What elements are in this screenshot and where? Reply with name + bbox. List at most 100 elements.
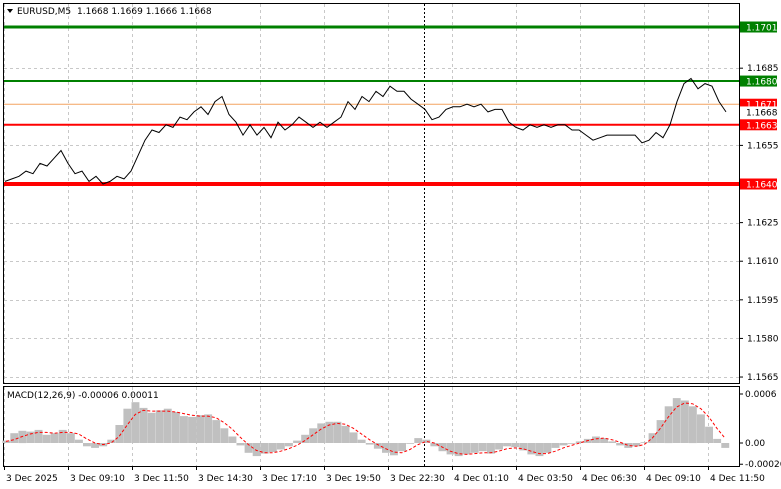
macd-bar xyxy=(212,420,221,443)
macd-bar xyxy=(180,416,188,443)
macd-bar xyxy=(697,414,705,443)
time-tick-label: 4 Dec 06:30 xyxy=(582,474,637,484)
price-axis: 1.1685 1.1655 1.1625 1.1610 1.1595 1.1580 1.15… xyxy=(739,64,779,383)
macd-bar xyxy=(592,436,600,443)
macd-bar xyxy=(115,425,124,443)
macd-bar xyxy=(107,439,116,443)
macd-bar xyxy=(188,416,196,443)
macd-bar xyxy=(268,443,277,452)
macd-bar xyxy=(478,443,487,452)
macd-bar xyxy=(341,425,350,443)
macd-bar xyxy=(624,443,633,448)
macd-bar xyxy=(171,412,180,443)
macd-bar xyxy=(10,433,19,443)
macd-bar xyxy=(204,414,213,443)
macd-bar xyxy=(430,443,439,447)
macd-bar xyxy=(155,410,164,443)
macd-bar xyxy=(495,443,503,450)
macd-tick-label: 0.0006 xyxy=(745,390,777,400)
macd-bar xyxy=(632,443,641,447)
time-tick-label: 3 Dec 17:10 xyxy=(262,474,317,484)
price-tick-label: 1.1565 xyxy=(747,373,779,383)
main-grid xyxy=(4,4,739,383)
macd-bar xyxy=(406,443,415,444)
symbol-dropdown-icon[interactable] xyxy=(7,9,13,13)
macd-bar xyxy=(616,443,625,446)
time-tick-label: 3 Dec 2025 xyxy=(6,474,58,484)
ohlc-values: 1.1668 1.1669 1.1666 1.1668 xyxy=(77,7,212,17)
macd-bar xyxy=(50,433,59,443)
macd-tick-label: -0.00026 xyxy=(745,460,781,470)
price-tag-1.1663: 1.1663 xyxy=(746,121,778,131)
macd-bar xyxy=(535,443,544,457)
macd-bar xyxy=(252,443,261,457)
macd-bar xyxy=(559,443,568,446)
macd-bar xyxy=(301,434,310,443)
macd-bar xyxy=(42,434,51,443)
macd-bar xyxy=(147,412,156,443)
macd-bar xyxy=(511,443,520,448)
price-tag-bg xyxy=(740,106,777,118)
price-series xyxy=(4,77,727,185)
macd-tick-label: 0.00 xyxy=(745,439,765,449)
macd-bar xyxy=(244,443,253,453)
time-tick-label: 4 Dec 03:50 xyxy=(518,474,573,484)
price-tick-label: 1.1655 xyxy=(747,141,779,151)
macd-bar xyxy=(446,443,455,455)
macd-bar xyxy=(34,429,43,443)
price-tag-bg xyxy=(740,75,777,87)
macd-bar xyxy=(123,408,132,443)
macd-bar xyxy=(91,443,99,448)
macd-bar xyxy=(422,439,431,443)
price-tick-label: 1.1625 xyxy=(747,219,779,229)
macd-bar xyxy=(139,407,148,443)
macd-bar xyxy=(131,402,140,443)
macd-signal xyxy=(5,402,726,455)
macd-bar xyxy=(462,443,471,455)
time-tick-label: 4 Dec 09:10 xyxy=(646,474,701,484)
main-chart-frame xyxy=(3,3,740,384)
macd-bar xyxy=(309,428,318,443)
macd-bar xyxy=(721,443,730,448)
macd-bar xyxy=(640,442,649,443)
macd-bar xyxy=(688,406,697,444)
macd-bar xyxy=(551,443,560,448)
macd-bar xyxy=(66,433,75,443)
macd-label: MACD(12,26,9) -0.00006 0.00011 xyxy=(7,391,159,401)
price-tick-label: 1.1685 xyxy=(747,64,779,74)
price-tag-bg xyxy=(740,178,777,190)
time-tick-label: 3 Dec 19:50 xyxy=(326,474,381,484)
macd-bar xyxy=(527,443,536,455)
price-tag-1.1680: 1.1680 xyxy=(746,78,778,88)
macd-bar xyxy=(293,440,301,443)
macd-grid xyxy=(4,387,709,466)
macd-bar xyxy=(454,443,463,457)
macd-bar xyxy=(390,443,398,456)
price-tick-label: 1.1595 xyxy=(747,296,779,306)
symbol-label[interactable]: EURUSD,M5 xyxy=(17,7,71,17)
macd-bar xyxy=(575,441,584,443)
time-tick-label: 4 Dec 01:10 xyxy=(454,474,509,484)
macd-bar xyxy=(228,436,237,443)
price-tick-label: 1.1610 xyxy=(747,257,779,267)
macd-bar xyxy=(260,443,269,454)
price-line xyxy=(4,77,727,185)
time-tick-label: 3 Dec 14:30 xyxy=(198,474,253,484)
time-tick-label: 3 Dec 22:30 xyxy=(390,474,445,484)
macd-bar xyxy=(163,408,172,443)
macd-bar xyxy=(26,431,35,443)
price-levels xyxy=(4,25,739,186)
macd-bar xyxy=(608,441,617,443)
macd-bar xyxy=(349,432,358,443)
macd-bar xyxy=(672,398,681,443)
price-tick-label: 1.1580 xyxy=(747,334,779,344)
price-tag-1.1671: 1.1671 xyxy=(746,101,778,111)
price-tag-1.1668: 1.1668 xyxy=(746,108,778,118)
price-tag-bg xyxy=(740,98,777,110)
macd-bar xyxy=(333,421,342,443)
macd-bar xyxy=(357,439,366,443)
price-tag-1.1640: 1.1640 xyxy=(746,181,778,191)
macd-bar xyxy=(382,443,390,453)
